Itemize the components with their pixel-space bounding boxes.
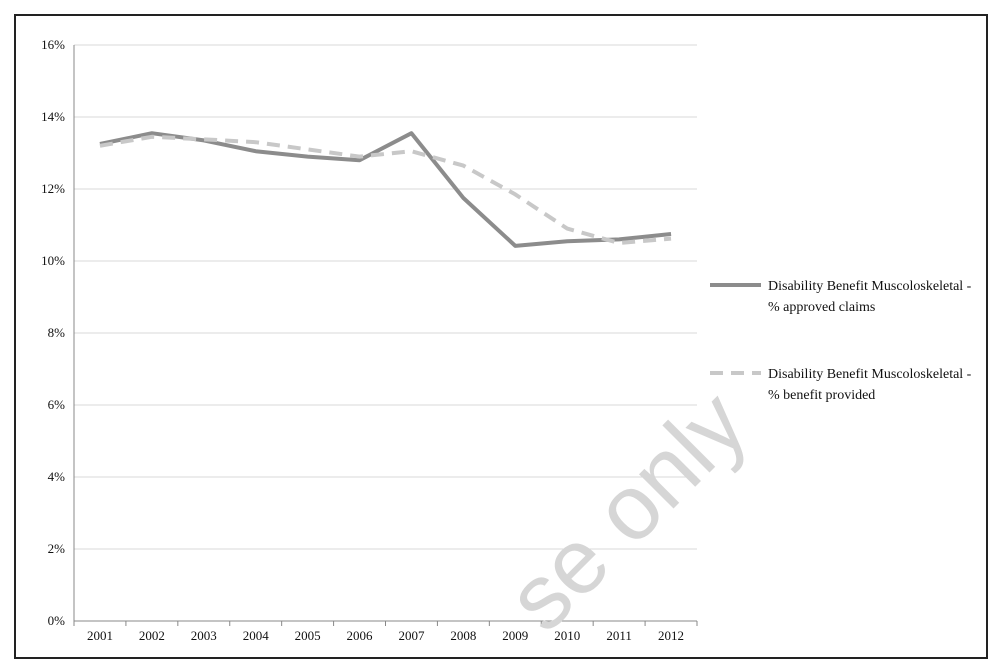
y-tick-label: 6% bbox=[48, 397, 66, 412]
y-tick-label: 14% bbox=[41, 109, 65, 124]
x-tick-label: 2005 bbox=[295, 628, 321, 643]
legend-label-2: Disability Benefit Muscoloskeletal - bbox=[768, 367, 972, 382]
x-tick-label: 2011 bbox=[606, 628, 632, 643]
series-group bbox=[100, 133, 671, 246]
y-tick-label: 0% bbox=[48, 613, 66, 628]
watermark: se only bbox=[488, 372, 766, 650]
x-tick-label: 2002 bbox=[139, 628, 165, 643]
legend-label-1: Disability Benefit Muscoloskeletal - bbox=[768, 279, 972, 294]
y-tick-label: 2% bbox=[48, 541, 66, 556]
x-tick-label: 2008 bbox=[450, 628, 476, 643]
y-tick-label: 16% bbox=[41, 37, 65, 52]
y-tick-label: 8% bbox=[48, 325, 66, 340]
y-tick-label: 12% bbox=[41, 181, 65, 196]
x-tick-label: 2004 bbox=[243, 628, 270, 643]
x-tick-label: 2001 bbox=[87, 628, 113, 643]
chart-frame: 0% 2% 4% 6% 8% 10% 12% 14% 16% 2001 2002 2003 2004 2… bbox=[14, 14, 988, 659]
x-tick-label: 2009 bbox=[502, 628, 528, 643]
legend-label-2: % benefit provided bbox=[768, 388, 875, 403]
series-line-1 bbox=[100, 133, 671, 246]
y-tick-label: 10% bbox=[41, 253, 65, 268]
legend-label-1: % approved claims bbox=[768, 300, 875, 315]
line-chart: 0% 2% 4% 6% 8% 10% 12% 14% 16% 2001 2002 2003 2004 2… bbox=[16, 16, 986, 657]
x-tick-label: 2012 bbox=[658, 628, 684, 643]
series-line-2 bbox=[100, 137, 671, 243]
y-axis: 0% 2% 4% 6% 8% 10% 12% 14% 16% bbox=[41, 37, 74, 628]
x-tick-label: 2006 bbox=[347, 628, 374, 643]
x-tick-label: 2003 bbox=[191, 628, 217, 643]
y-tick-label: 4% bbox=[48, 469, 66, 484]
legend: Disability Benefit Muscoloskeletal - % ap… bbox=[710, 279, 972, 403]
x-tick-label: 2007 bbox=[398, 628, 425, 643]
